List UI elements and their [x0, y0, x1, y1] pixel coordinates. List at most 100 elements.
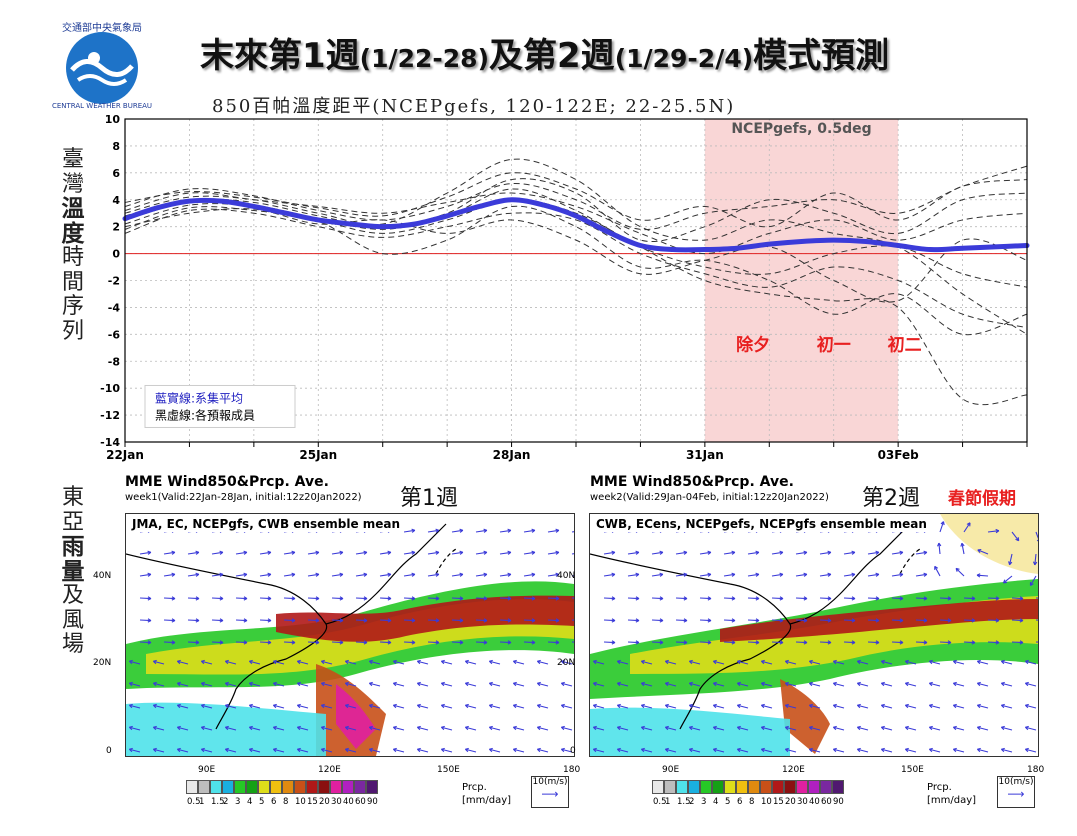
colorbar-swatch: [342, 780, 354, 794]
lat-label: 40N: [557, 571, 576, 581]
model-label: NCEPgefs, 0.5deg: [731, 121, 871, 137]
wind-vector: [187, 551, 199, 555]
wind-vector-head: [683, 550, 688, 555]
wind-vector: [331, 551, 343, 555]
wind-vector-head: [760, 747, 765, 753]
wind-vector: [441, 748, 453, 753]
wind-vector: [699, 641, 712, 644]
wind-vector: [513, 660, 525, 665]
wind-vector: [321, 660, 333, 665]
wind-vector: [403, 573, 415, 577]
wind-vector-head: [459, 528, 464, 533]
wind-vector-head: [960, 542, 965, 547]
colorbar-swatch: [366, 780, 378, 794]
wind-vector: [929, 704, 941, 709]
side-char: 亞: [61, 509, 84, 535]
wind-vector: [403, 551, 415, 555]
title-range2: (1/29-2/4): [614, 44, 754, 73]
lon-label: 120E: [782, 765, 805, 775]
wind-vector: [393, 748, 405, 753]
wind-vector-head: [880, 681, 885, 687]
wind-vector: [915, 641, 928, 644]
wind-vector: [355, 597, 368, 600]
wind-vector: [915, 573, 927, 577]
wind-vector: [345, 726, 357, 731]
wind-vector-head: [267, 550, 272, 555]
vector-scale-label: 10(m/s): [998, 777, 1034, 787]
wind-vector-head: [904, 747, 909, 753]
wind-vector: [451, 641, 464, 644]
wind-vector: [857, 660, 869, 665]
wind-vector: [771, 619, 784, 622]
wind-vector-head: [928, 681, 933, 687]
wind-vector-head: [368, 747, 373, 753]
wind-vector: [201, 682, 213, 687]
wind-vector-head: [248, 725, 253, 731]
wind-vector-head: [435, 640, 440, 645]
wind-vector-head: [611, 640, 616, 645]
wind-vector: [249, 660, 261, 665]
wind-vector: [929, 726, 941, 731]
wind-vector-head: [488, 703, 493, 709]
wind-vector: [499, 641, 512, 644]
ensemble-member-line: [124, 165, 1028, 231]
wind-vector: [651, 619, 664, 622]
wind-vector-head: [152, 747, 157, 753]
wind-vector-head: [488, 725, 493, 731]
wind-vector-head: [616, 747, 621, 753]
y-tick-label: -12: [100, 409, 120, 422]
wind-vector: [163, 597, 176, 600]
wind-vector-head: [611, 618, 616, 623]
side-char: 灣: [61, 171, 84, 197]
colorbar-swatch: [808, 780, 820, 794]
wind-vector-head: [659, 550, 664, 555]
wind-vector-head: [995, 640, 1000, 645]
wind-vector-head: [947, 618, 952, 623]
wind-vector-head: [507, 528, 512, 533]
wind-vector-head: [952, 703, 957, 709]
wind-vector-head: [224, 659, 229, 665]
wind-vector: [819, 641, 832, 644]
wind-vector-head: [411, 550, 416, 555]
wind-vector: [427, 597, 440, 600]
colorbar-label: 15: [307, 797, 318, 807]
wind-vector-head: [435, 550, 440, 555]
wind-vector: [1025, 704, 1037, 709]
wind-vector-head: [464, 725, 469, 731]
lon-label: 120E: [318, 765, 341, 775]
y-tick-label: -8: [108, 355, 120, 368]
wind-vector: [785, 660, 797, 665]
wind-vector: [761, 748, 773, 753]
wind-vector-head: [731, 640, 736, 645]
wind-vector: [283, 551, 295, 555]
wind-vector: [699, 597, 712, 600]
wind-vector: [139, 551, 151, 555]
wind-vector-head: [459, 618, 464, 623]
wind-vector-head: [464, 681, 469, 687]
wind-vector: [417, 726, 429, 731]
wind-vector-head: [248, 681, 253, 687]
wind-vector: [627, 597, 640, 600]
wind-vector-head: [224, 747, 229, 753]
wind-vector: [747, 619, 760, 622]
wind-vector: [561, 704, 573, 709]
wind-vector-head: [851, 640, 856, 645]
wind-vector: [129, 704, 141, 709]
wind-vector: [211, 551, 223, 555]
wind-vector: [177, 726, 189, 731]
wind-vector-head: [200, 703, 205, 709]
colorbar-swatch: [186, 780, 198, 794]
wind-vector: [417, 704, 429, 709]
wind-vector-head: [976, 703, 981, 709]
wind-vector-head: [555, 550, 560, 555]
wind-vector-head: [664, 747, 669, 753]
wind-vector: [1011, 531, 1020, 542]
wind-vector-head: [512, 747, 517, 753]
wind-vector: [929, 682, 941, 687]
wind-vector: [547, 551, 559, 555]
wind-vector-head: [440, 681, 445, 687]
wind-vector: [187, 573, 199, 577]
wind-vector: [737, 704, 749, 709]
wind-vector: [617, 660, 629, 665]
wind-vector: [153, 726, 165, 731]
